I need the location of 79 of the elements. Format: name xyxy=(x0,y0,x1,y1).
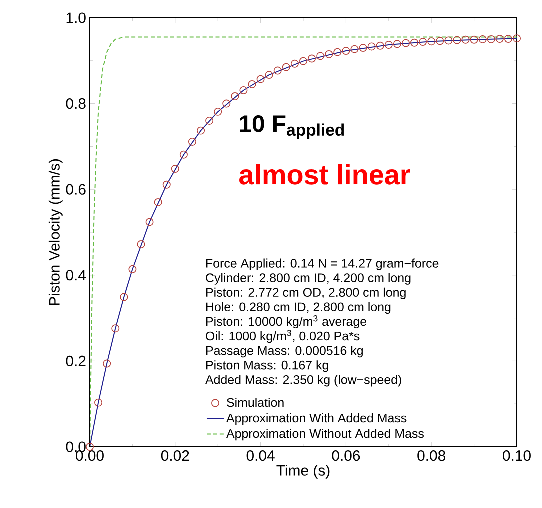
legend-label: Approximation With Added Mass xyxy=(226,413,407,426)
y-tick-label: 0.6 xyxy=(66,184,86,195)
point xyxy=(248,80,256,88)
point xyxy=(478,35,487,44)
point xyxy=(376,42,384,50)
annotation: Piston: 10000 kg/m$^{3}$ average xyxy=(206,316,367,329)
point xyxy=(325,50,334,58)
point xyxy=(86,443,94,451)
point xyxy=(384,41,393,50)
point xyxy=(308,54,316,63)
point xyxy=(428,38,436,46)
point xyxy=(137,240,146,248)
point xyxy=(231,92,240,100)
point xyxy=(197,126,206,135)
point xyxy=(94,398,103,407)
point xyxy=(240,86,248,94)
point xyxy=(393,40,402,48)
point xyxy=(146,218,154,226)
point xyxy=(171,165,180,173)
point xyxy=(453,36,462,44)
point xyxy=(316,52,325,60)
x-tick-label: 0.10 xyxy=(503,450,531,462)
point xyxy=(444,36,453,45)
x-tick-label: 0.00 xyxy=(76,450,104,462)
annotation: Force Applied: 0.14 N = 14.27 gram−force xyxy=(206,258,439,270)
point xyxy=(256,75,265,84)
legend-label: Simulation xyxy=(227,398,284,408)
x-axis-title: Time (s) xyxy=(276,464,330,479)
annotation: Piston: 2.772 cm OD, 2.800 cm long xyxy=(206,288,406,300)
point xyxy=(265,71,274,80)
x-tick-label: 0.08 xyxy=(418,450,446,462)
point xyxy=(290,60,299,68)
point xyxy=(206,116,214,125)
y-tick-label: 0.2 xyxy=(66,356,86,366)
x-tick-label: 0.06 xyxy=(332,450,360,462)
y-tick-label: 0.0 xyxy=(66,442,86,452)
x-tick-label: 0.02 xyxy=(161,450,190,462)
y-tick-label: 0.8 xyxy=(66,98,86,110)
point xyxy=(462,36,470,44)
point xyxy=(334,48,342,56)
point xyxy=(274,66,282,75)
point xyxy=(222,100,231,108)
annotation: Added Mass: 2.350 kg (low−speed) xyxy=(206,375,402,387)
point xyxy=(436,37,444,46)
point xyxy=(180,150,188,159)
annotation: Passage Mass: 0.000516 kg xyxy=(206,346,363,358)
point xyxy=(214,108,222,116)
point xyxy=(112,324,120,333)
y-axis-title: Piston Velocity (mm/s) xyxy=(48,160,63,306)
point xyxy=(368,42,376,51)
point xyxy=(350,45,359,54)
point xyxy=(402,39,410,48)
point xyxy=(300,57,308,66)
point xyxy=(513,34,521,43)
annotation: 10 F$_{applied}$ xyxy=(240,115,344,140)
legend-label: Approximation Without Added Mass xyxy=(226,428,424,441)
point xyxy=(342,47,350,56)
y-tick-label: 0.4 xyxy=(66,270,86,281)
annotation: Hole: 0.280 cm ID, 2.800 cm long xyxy=(206,302,391,314)
point xyxy=(359,44,368,52)
point xyxy=(504,35,512,43)
annotation: almost linear xyxy=(240,164,410,185)
point xyxy=(120,293,128,302)
x-tick-label: 0.04 xyxy=(246,450,275,462)
point xyxy=(487,35,496,44)
point xyxy=(410,38,419,47)
point xyxy=(154,198,162,206)
point xyxy=(128,265,137,274)
y-tick-label: 1.0 xyxy=(66,12,86,24)
point xyxy=(162,180,171,189)
point xyxy=(496,35,504,43)
point xyxy=(470,36,478,44)
point xyxy=(419,38,428,46)
point xyxy=(188,138,196,146)
annotation: Cylinder: 2.800 cm ID, 4.200 cm long xyxy=(206,273,411,285)
point xyxy=(103,360,112,368)
annotation: Oil: 1000 kg/m$^{3}$, 0.020 Pa*s xyxy=(206,330,360,344)
annotation: Piston Mass: 0.167 kg xyxy=(206,360,328,372)
point xyxy=(282,63,290,72)
